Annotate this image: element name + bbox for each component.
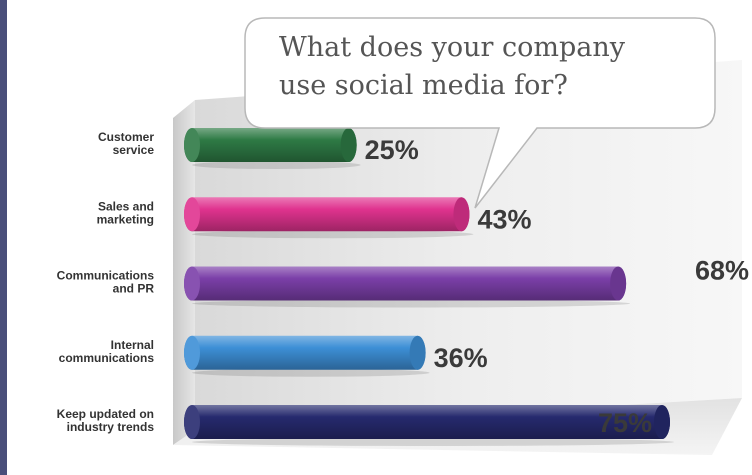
bar-body	[184, 128, 357, 162]
chart-frame: Customer service 25% Sales and marketing 43% C…	[7, 0, 752, 475]
bar-body	[184, 405, 670, 439]
speech-bubble: What does your company use social media …	[244, 17, 716, 209]
category-label: Customer	[98, 130, 154, 144]
category-label: and PR	[113, 282, 155, 296]
category-label: marketing	[97, 212, 154, 226]
bar-body	[184, 197, 470, 232]
bar-shadow	[192, 438, 674, 446]
category-label: communications	[59, 351, 155, 365]
bar-end-cap	[453, 197, 470, 232]
bar-body	[184, 266, 627, 301]
category-label: Keep updated on	[57, 407, 154, 421]
category-label: Communications	[57, 269, 155, 283]
category-label: service	[113, 143, 155, 157]
value-label: 25%	[365, 135, 419, 165]
bar-body	[184, 335, 426, 370]
bar-shadow	[192, 230, 474, 239]
bar-shadow	[192, 299, 631, 308]
bar-start-cap	[184, 128, 200, 162]
category-label: Internal	[111, 338, 154, 352]
bar-shadow	[192, 161, 361, 169]
bar-shadow	[191, 368, 430, 377]
bar-end-cap	[409, 335, 426, 370]
bar-start-cap	[184, 266, 200, 301]
bar-start-cap	[184, 405, 200, 439]
value-label: 68%	[695, 256, 749, 286]
bar-end-cap	[654, 405, 670, 439]
bar-end-cap	[610, 266, 627, 301]
value-label: 36%	[434, 343, 488, 373]
speech-bubble-shape	[244, 17, 716, 209]
category-label: Sales and	[98, 199, 154, 213]
category-label: industry trends	[67, 420, 155, 434]
bar-start-cap	[184, 335, 200, 370]
chart-title-line-2: use social media for?	[279, 70, 568, 101]
bar-start-cap	[184, 197, 200, 232]
chart-title-line-1: What does your company	[279, 32, 626, 63]
bar-end-cap	[340, 128, 357, 162]
value-label: 43%	[477, 204, 531, 234]
value-label: 75%	[598, 408, 652, 438]
